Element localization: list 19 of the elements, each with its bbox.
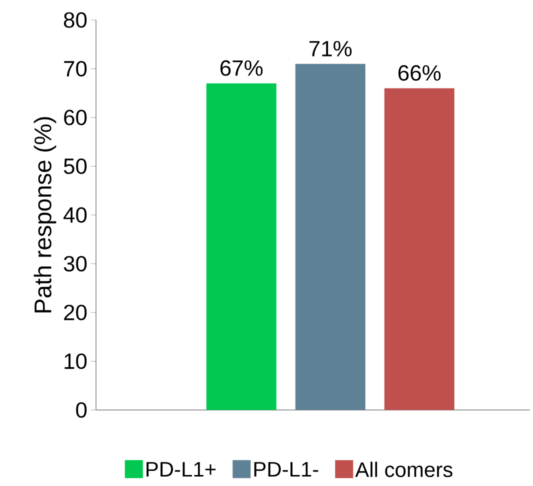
data-label: 66% <box>398 65 441 81</box>
data-label: 67% <box>220 60 263 76</box>
y-tick-label: 70 <box>64 60 87 77</box>
y-tick-label: 40 <box>64 207 87 223</box>
y-tick-label: 80 <box>64 12 87 28</box>
legend-label: PD-L1- <box>254 462 318 477</box>
bar <box>384 88 454 410</box>
y-tick-label: 20 <box>64 304 87 320</box>
y-tick-label: 10 <box>64 353 87 370</box>
bar <box>206 83 276 410</box>
legend-label: PD-L1+ <box>146 462 216 477</box>
legend-label: All comers <box>355 462 452 478</box>
y-tick-label: 30 <box>64 256 87 272</box>
bar <box>295 64 366 410</box>
y-tick-label: 60 <box>64 110 87 126</box>
y-tick-label: 50 <box>64 158 87 174</box>
y-tick-label: 0 <box>76 402 87 418</box>
y-axis-title: Path response (%) <box>34 117 56 312</box>
data-label: 71% <box>309 40 352 56</box>
